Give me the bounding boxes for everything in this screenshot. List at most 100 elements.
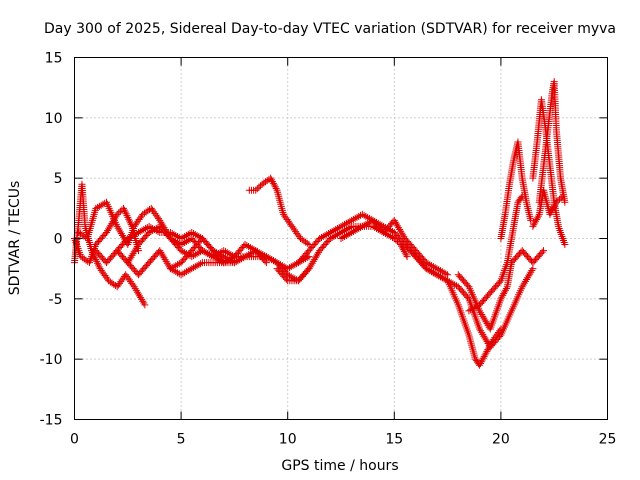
data-point bbox=[113, 222, 121, 230]
data-point bbox=[291, 261, 299, 269]
data-point bbox=[349, 227, 357, 235]
data-point bbox=[391, 218, 399, 226]
data-point bbox=[272, 185, 280, 193]
data-point bbox=[449, 280, 457, 288]
data-point bbox=[534, 212, 542, 220]
data-point bbox=[220, 247, 228, 255]
data-point bbox=[252, 186, 260, 194]
data-point bbox=[337, 235, 345, 242]
data-point bbox=[128, 251, 136, 259]
data-point bbox=[184, 237, 192, 245]
data-point bbox=[117, 230, 125, 238]
data-point bbox=[149, 226, 157, 234]
data-point bbox=[374, 219, 382, 227]
data-point bbox=[124, 213, 132, 221]
data-point bbox=[498, 293, 506, 301]
data-point bbox=[190, 252, 198, 260]
data-point bbox=[426, 267, 434, 275]
data-point bbox=[468, 305, 476, 313]
data-point bbox=[303, 239, 311, 247]
data-point bbox=[346, 217, 354, 225]
data-point bbox=[220, 259, 228, 267]
data-point bbox=[287, 273, 295, 281]
data-point bbox=[435, 266, 443, 274]
data-point bbox=[360, 211, 368, 219]
data-point bbox=[137, 294, 145, 302]
data-point bbox=[191, 263, 199, 271]
data-point bbox=[107, 221, 115, 229]
data-point bbox=[97, 201, 105, 209]
data-point bbox=[130, 283, 138, 291]
data-point bbox=[116, 228, 124, 236]
data-point bbox=[177, 235, 185, 242]
data-point bbox=[470, 304, 478, 312]
data-point bbox=[287, 263, 295, 271]
data-point bbox=[429, 263, 437, 271]
data-point bbox=[357, 223, 365, 231]
data-point bbox=[182, 250, 190, 258]
data-point bbox=[157, 248, 165, 256]
data-point bbox=[202, 249, 210, 257]
data-point bbox=[333, 230, 341, 238]
data-point bbox=[477, 358, 485, 366]
data-point bbox=[138, 226, 146, 234]
data-point bbox=[433, 271, 441, 279]
data-point bbox=[306, 263, 314, 271]
data-point bbox=[480, 314, 488, 322]
data-point bbox=[179, 233, 187, 241]
data-point bbox=[380, 222, 388, 230]
data-point bbox=[521, 277, 529, 285]
data-point bbox=[264, 254, 272, 262]
data-point bbox=[145, 222, 153, 230]
data-point bbox=[371, 217, 379, 225]
data-point bbox=[341, 232, 349, 240]
y-tick-label: 15 bbox=[45, 51, 63, 67]
data-point bbox=[344, 224, 352, 232]
data-point bbox=[267, 174, 275, 182]
data-point bbox=[424, 266, 432, 274]
data-point bbox=[204, 250, 212, 258]
data-point bbox=[174, 232, 182, 240]
data-point bbox=[330, 226, 338, 234]
data-point bbox=[387, 232, 395, 240]
data-point bbox=[438, 268, 446, 276]
y-tick-label: -5 bbox=[49, 292, 63, 308]
data-point bbox=[158, 250, 166, 258]
x-tick-label: 15 bbox=[385, 432, 403, 448]
series-arc-15 bbox=[497, 138, 535, 242]
data-point bbox=[129, 250, 137, 258]
data-point bbox=[531, 219, 539, 227]
data-point bbox=[268, 176, 276, 184]
data-point bbox=[133, 229, 141, 237]
data-point bbox=[121, 208, 129, 216]
data-point bbox=[376, 220, 384, 228]
data-point bbox=[476, 307, 484, 315]
data-point bbox=[333, 224, 341, 232]
data-point bbox=[166, 265, 174, 273]
data-point bbox=[177, 271, 185, 279]
data-point bbox=[197, 260, 205, 268]
data-point bbox=[549, 205, 557, 213]
data-point bbox=[436, 267, 444, 275]
data-point bbox=[182, 238, 190, 246]
x-axis-label: GPS time / hours bbox=[281, 458, 398, 474]
data-point bbox=[451, 281, 459, 289]
data-point bbox=[529, 222, 537, 230]
data-point bbox=[132, 244, 140, 252]
data-point bbox=[268, 256, 276, 264]
data-point bbox=[106, 223, 114, 231]
data-point bbox=[335, 229, 343, 237]
data-point bbox=[156, 247, 164, 255]
data-point bbox=[243, 242, 251, 250]
data-point bbox=[390, 216, 398, 224]
series-arc-12 bbox=[401, 241, 537, 351]
data-point bbox=[500, 290, 508, 298]
data-point bbox=[360, 221, 368, 229]
data-point bbox=[348, 216, 356, 224]
data-point bbox=[355, 224, 363, 232]
data-point bbox=[497, 295, 505, 303]
data-point bbox=[230, 259, 238, 267]
data-point bbox=[133, 288, 141, 296]
data-point bbox=[95, 202, 103, 210]
data-point bbox=[308, 259, 316, 267]
